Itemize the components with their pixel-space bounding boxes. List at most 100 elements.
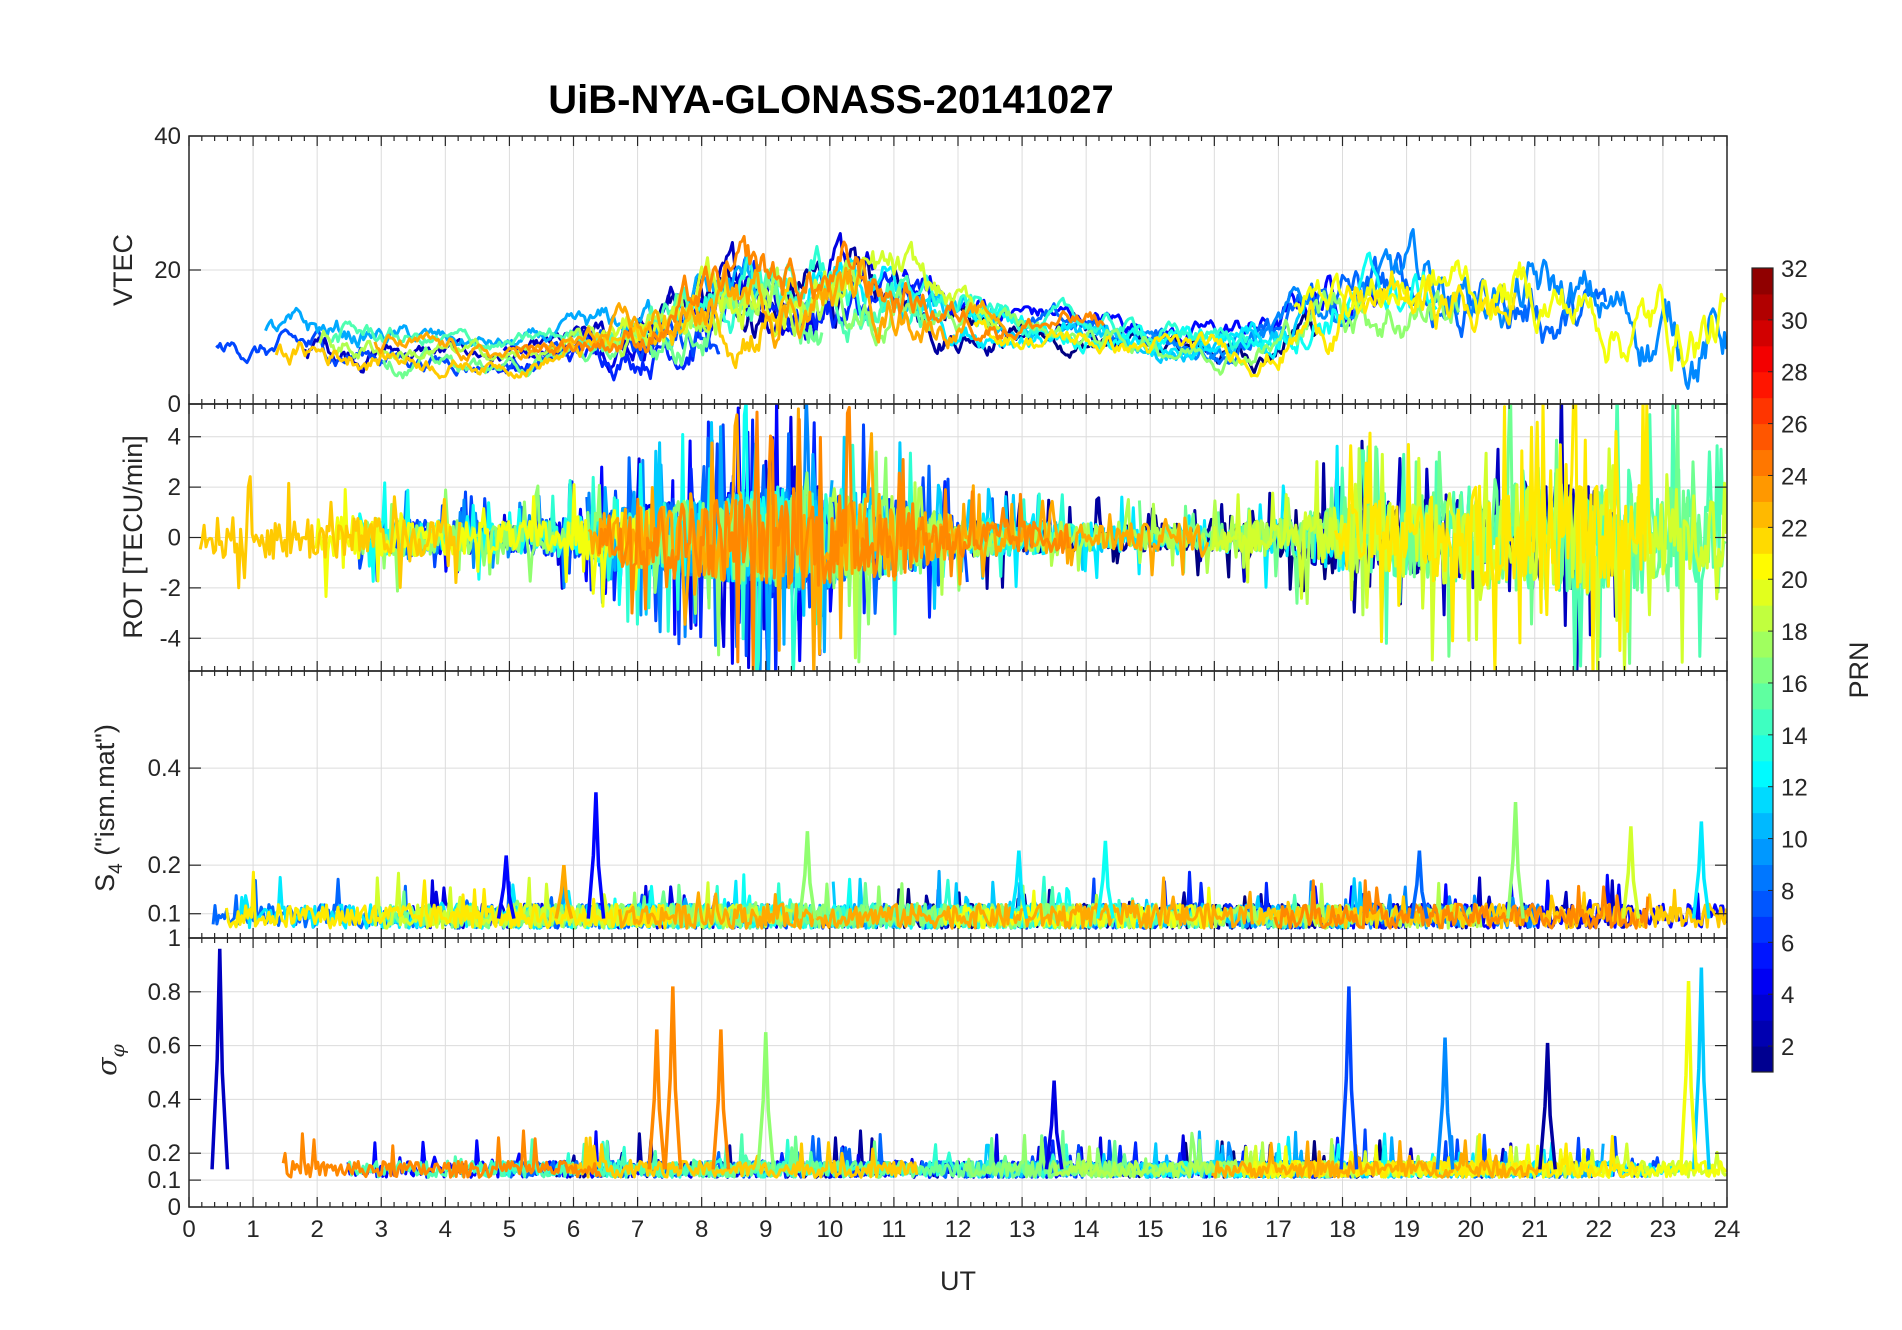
colorbar-segment: [1752, 657, 1773, 684]
colorbar-segment: [1752, 268, 1773, 295]
x-tick-label: 7: [631, 1216, 644, 1243]
x-tick-label: 10: [816, 1216, 843, 1243]
colorbar-segment: [1752, 605, 1773, 632]
colorbar-tick-label: 18: [1781, 619, 1808, 646]
colorbar-segment: [1752, 916, 1773, 943]
x-tick-label: 14: [1073, 1216, 1100, 1243]
s4-panel: 0.1 0.2 0.4: [148, 670, 1728, 939]
colorbar-tick-label: 4: [1781, 982, 1794, 1009]
vtec-series-prn-24: [514, 234, 1105, 356]
s4-peak: [554, 865, 574, 920]
colorbar-segment: [1752, 501, 1773, 528]
colorbar-segment: [1752, 890, 1773, 917]
sigma-phi-series-prn-22: [567, 1136, 919, 1179]
colorbar-segment: [1752, 579, 1773, 606]
s4-peak: [1506, 801, 1525, 919]
rot-ytick-label: -4: [160, 625, 181, 652]
vtec-ylabel: VTEC: [108, 234, 138, 306]
colorbar-tick-label: 2: [1781, 1034, 1794, 1061]
s4-ylabel-sub: 4: [106, 863, 127, 874]
colorbar-segment: [1752, 864, 1773, 891]
colorbar-segment: [1752, 994, 1773, 1021]
colorbar-tick-label: 16: [1781, 671, 1808, 698]
vtec-series-prn-18: [318, 259, 863, 362]
colorbar-tick-label: 12: [1781, 775, 1808, 802]
sigma-phi-series: [210, 948, 1727, 1179]
rot-series-prn-21: [1333, 404, 1653, 671]
s4-peak: [1621, 826, 1641, 919]
s4-peak: [1409, 850, 1429, 919]
s4-ylabel: S4 ("ism.mat"): [90, 724, 127, 892]
x-tick-label: 13: [1009, 1216, 1036, 1243]
s4-peak: [496, 855, 516, 919]
colorbar-tick-label: 32: [1781, 256, 1808, 283]
sigma-phi-ytick-label: 1: [168, 925, 181, 952]
x-tick-label: 3: [375, 1216, 388, 1243]
sigma-phi-peak: [1044, 1080, 1064, 1170]
s4-peak: [1691, 821, 1711, 919]
sigma-phi-ytick-label: 0.1: [148, 1167, 181, 1194]
rot-ytick-label: 4: [168, 424, 181, 451]
rot-panel: -4 -2 0 2 4: [160, 403, 1728, 672]
sigma-phi-ytick-label: 0.4: [148, 1086, 181, 1113]
colorbar-tick-label: 6: [1781, 930, 1794, 957]
x-axis-label: UT: [940, 1266, 976, 1296]
sigma-phi-xticks: 00.10.2 0.4 0.6 0.8 1: [148, 925, 1728, 1221]
x-tick-label: 23: [1650, 1216, 1677, 1243]
x-tick-label: 15: [1137, 1216, 1164, 1243]
sigma-phi-peak: [756, 1032, 776, 1170]
s4-ytick-label: 0.4: [148, 755, 181, 782]
colorbar-segment: [1752, 475, 1773, 502]
rot-series-prn-22: [198, 475, 462, 590]
s4-ylabel-main: S: [90, 874, 120, 892]
vtec-ytick-label: 20: [154, 257, 181, 284]
colorbar-segment: [1752, 1020, 1773, 1047]
colorbar-segment: [1752, 423, 1773, 451]
colorbar-segment: [1752, 397, 1773, 425]
x-tick-label: 19: [1393, 1216, 1420, 1243]
x-tick-label: 16: [1201, 1216, 1228, 1243]
rot-series-prn-24: [597, 405, 1070, 671]
colorbar-tick-label: 24: [1781, 463, 1808, 490]
sigma-phi-peak: [711, 1029, 731, 1170]
sigma-phi-series-prn-23: [1211, 1139, 1540, 1179]
colorbar-tick-label: 20: [1781, 567, 1808, 594]
x-tick-label: 22: [1585, 1216, 1612, 1243]
colorbar-segment: [1752, 942, 1773, 969]
colorbar-segment: [1752, 968, 1773, 995]
colorbar-tick-label: 10: [1781, 827, 1808, 854]
colorbar-segment: [1752, 734, 1773, 762]
x-tick-label: 11: [881, 1216, 906, 1243]
colorbar-segment: [1752, 682, 1773, 710]
colorbar-tick-label: 26: [1781, 412, 1808, 439]
colorbar-segment: [1752, 319, 1773, 347]
sigma-phi-peak: [1339, 986, 1359, 1170]
x-tick-label: 8: [695, 1216, 708, 1243]
vtec-series-prn-22: [274, 277, 797, 380]
x-tick-label: 6: [567, 1216, 580, 1243]
colorbar-segment: [1752, 631, 1773, 658]
colorbar-frame: [1751, 267, 1774, 1073]
colorbar-tick-label: 28: [1781, 360, 1808, 387]
colorbar-label: PRN: [1844, 641, 1874, 698]
colorbar-segment: [1752, 553, 1773, 580]
sigma-phi-peak: [1435, 1037, 1455, 1170]
rot-ytick-label: 0: [168, 525, 181, 552]
chart-title: UiB-NYA-GLONASS-20141027: [548, 78, 1113, 122]
colorbar-segment: [1752, 449, 1773, 476]
s4-peak: [586, 792, 606, 919]
rot-series: [198, 404, 1727, 671]
x-tick-label: 24: [1714, 1216, 1741, 1243]
sigma-phi-panel: 00.10.20.40.60.810 1 2 3 4 5 6 7 8 9 10 11 12 13 14 15 1…: [148, 925, 1741, 1243]
vtec-xticks: 0 20 40: [154, 123, 1728, 418]
s4-ytick-label: 0.1: [148, 901, 181, 928]
sigma-phi-ytick-label: 0: [168, 1194, 181, 1221]
colorbar-segment: [1752, 760, 1773, 788]
colorbar-tick-label: 30: [1781, 308, 1808, 335]
x-tick-label: 20: [1457, 1216, 1484, 1243]
x-tick-label: 9: [759, 1216, 772, 1243]
colorbar-segment: [1752, 371, 1773, 399]
s4-xticks: 0.1 0.2 0.4: [148, 671, 1728, 938]
colorbar-tick-label: 8: [1781, 878, 1794, 905]
